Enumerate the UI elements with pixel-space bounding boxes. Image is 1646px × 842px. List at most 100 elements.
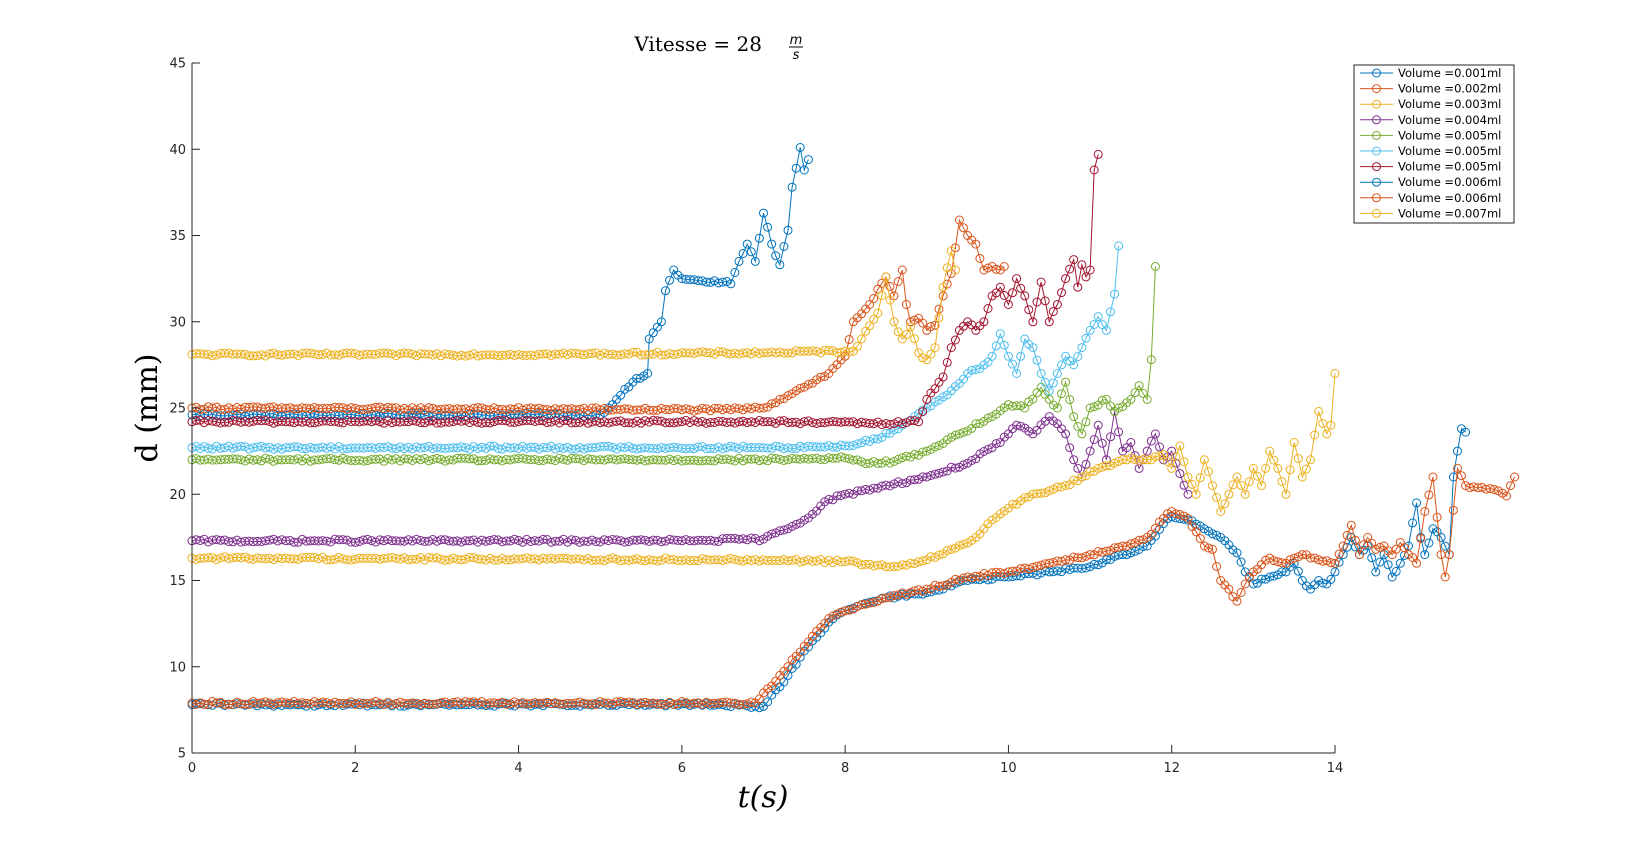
data-point <box>416 443 426 453</box>
data-point <box>1265 446 1275 456</box>
legend-entry: Volume =0.005ml <box>1360 160 1501 174</box>
data-point <box>444 699 454 709</box>
legend-label: Volume =0.005ml <box>1398 160 1501 174</box>
data-point <box>1048 378 1058 388</box>
data-point <box>224 699 234 709</box>
data-point <box>738 249 748 258</box>
data-point <box>1101 325 1111 335</box>
data-point <box>497 416 507 425</box>
data-point <box>889 562 899 571</box>
legend-entry: Volume =0.006ml <box>1360 175 1501 189</box>
data-point <box>501 699 511 709</box>
data-point <box>1052 300 1062 309</box>
data-point <box>1277 567 1287 577</box>
data-point <box>922 472 932 482</box>
data-point <box>314 350 323 360</box>
data-point <box>269 418 279 428</box>
data-point <box>420 536 430 546</box>
data-point <box>852 455 862 465</box>
data-point <box>1208 544 1217 554</box>
data-point <box>1101 555 1111 565</box>
data-point <box>1134 535 1144 545</box>
data-point <box>1077 260 1087 270</box>
data-point <box>1510 472 1520 482</box>
data-point <box>293 554 303 564</box>
data-point <box>873 308 883 318</box>
data-point <box>1289 438 1299 447</box>
data-point <box>371 697 381 706</box>
data-point <box>1032 561 1042 571</box>
series-line <box>191 250 956 361</box>
data-point <box>771 454 781 463</box>
y-tick-label: 30 <box>169 315 186 330</box>
data-point <box>1281 489 1291 499</box>
data-point <box>477 403 487 413</box>
data-point <box>873 483 883 493</box>
data-point <box>354 537 364 546</box>
data-point <box>873 434 883 444</box>
data-point <box>852 341 862 351</box>
data-point <box>640 403 650 413</box>
data-point <box>1081 459 1091 469</box>
data-point <box>779 525 789 535</box>
data-point <box>1118 550 1128 560</box>
data-point <box>1506 481 1515 491</box>
data-point <box>763 697 773 707</box>
data-point <box>1073 422 1083 431</box>
data-point <box>1077 472 1087 482</box>
data-point <box>1020 291 1030 301</box>
data-point <box>877 291 887 300</box>
data-point <box>1052 369 1062 378</box>
data-point <box>1069 360 1079 370</box>
data-point <box>624 442 634 451</box>
data-point <box>1118 541 1128 551</box>
data-point <box>787 182 797 192</box>
data-point <box>1126 548 1136 558</box>
data-point <box>971 571 981 581</box>
data-point <box>938 282 948 292</box>
data-point <box>603 441 613 451</box>
data-point <box>844 347 854 357</box>
data-point <box>799 515 809 525</box>
data-point <box>1085 403 1095 413</box>
legend-label: Volume =0.004ml <box>1398 113 1501 127</box>
data-point <box>1485 484 1495 494</box>
data-point <box>261 453 270 463</box>
data-point <box>946 246 956 256</box>
data-point <box>1232 472 1242 482</box>
data-point <box>918 556 928 566</box>
data-point <box>1416 534 1426 543</box>
data-point <box>1326 558 1336 568</box>
data-point <box>783 662 793 672</box>
data-point <box>1036 560 1046 570</box>
data-point <box>387 552 397 562</box>
data-point <box>1150 523 1160 533</box>
data-point <box>1453 446 1462 456</box>
data-point <box>808 556 817 566</box>
title-unit-numerator: m <box>790 33 803 48</box>
data-point <box>232 697 242 707</box>
data-point <box>620 537 630 547</box>
data-point <box>881 272 891 282</box>
data-point <box>718 444 728 454</box>
data-point <box>1008 566 1017 576</box>
data-point <box>1044 317 1054 327</box>
data-point <box>803 416 813 426</box>
data-point <box>1126 453 1136 463</box>
data-point <box>1224 584 1234 594</box>
data-point <box>1073 352 1083 362</box>
data-point <box>910 416 919 426</box>
data-point <box>771 251 781 261</box>
data-point <box>971 239 981 249</box>
data-point <box>730 418 740 428</box>
chart-title: Vitesse = 28 <box>633 32 762 56</box>
data-point <box>926 349 936 359</box>
data-point <box>1048 307 1058 317</box>
legend-label: Volume =0.001ml <box>1398 66 1501 80</box>
data-point <box>852 439 862 449</box>
data-point <box>906 588 915 598</box>
data-point <box>1036 369 1046 378</box>
data-point <box>1187 479 1197 489</box>
data-point <box>763 222 773 232</box>
data-point <box>1273 463 1283 473</box>
